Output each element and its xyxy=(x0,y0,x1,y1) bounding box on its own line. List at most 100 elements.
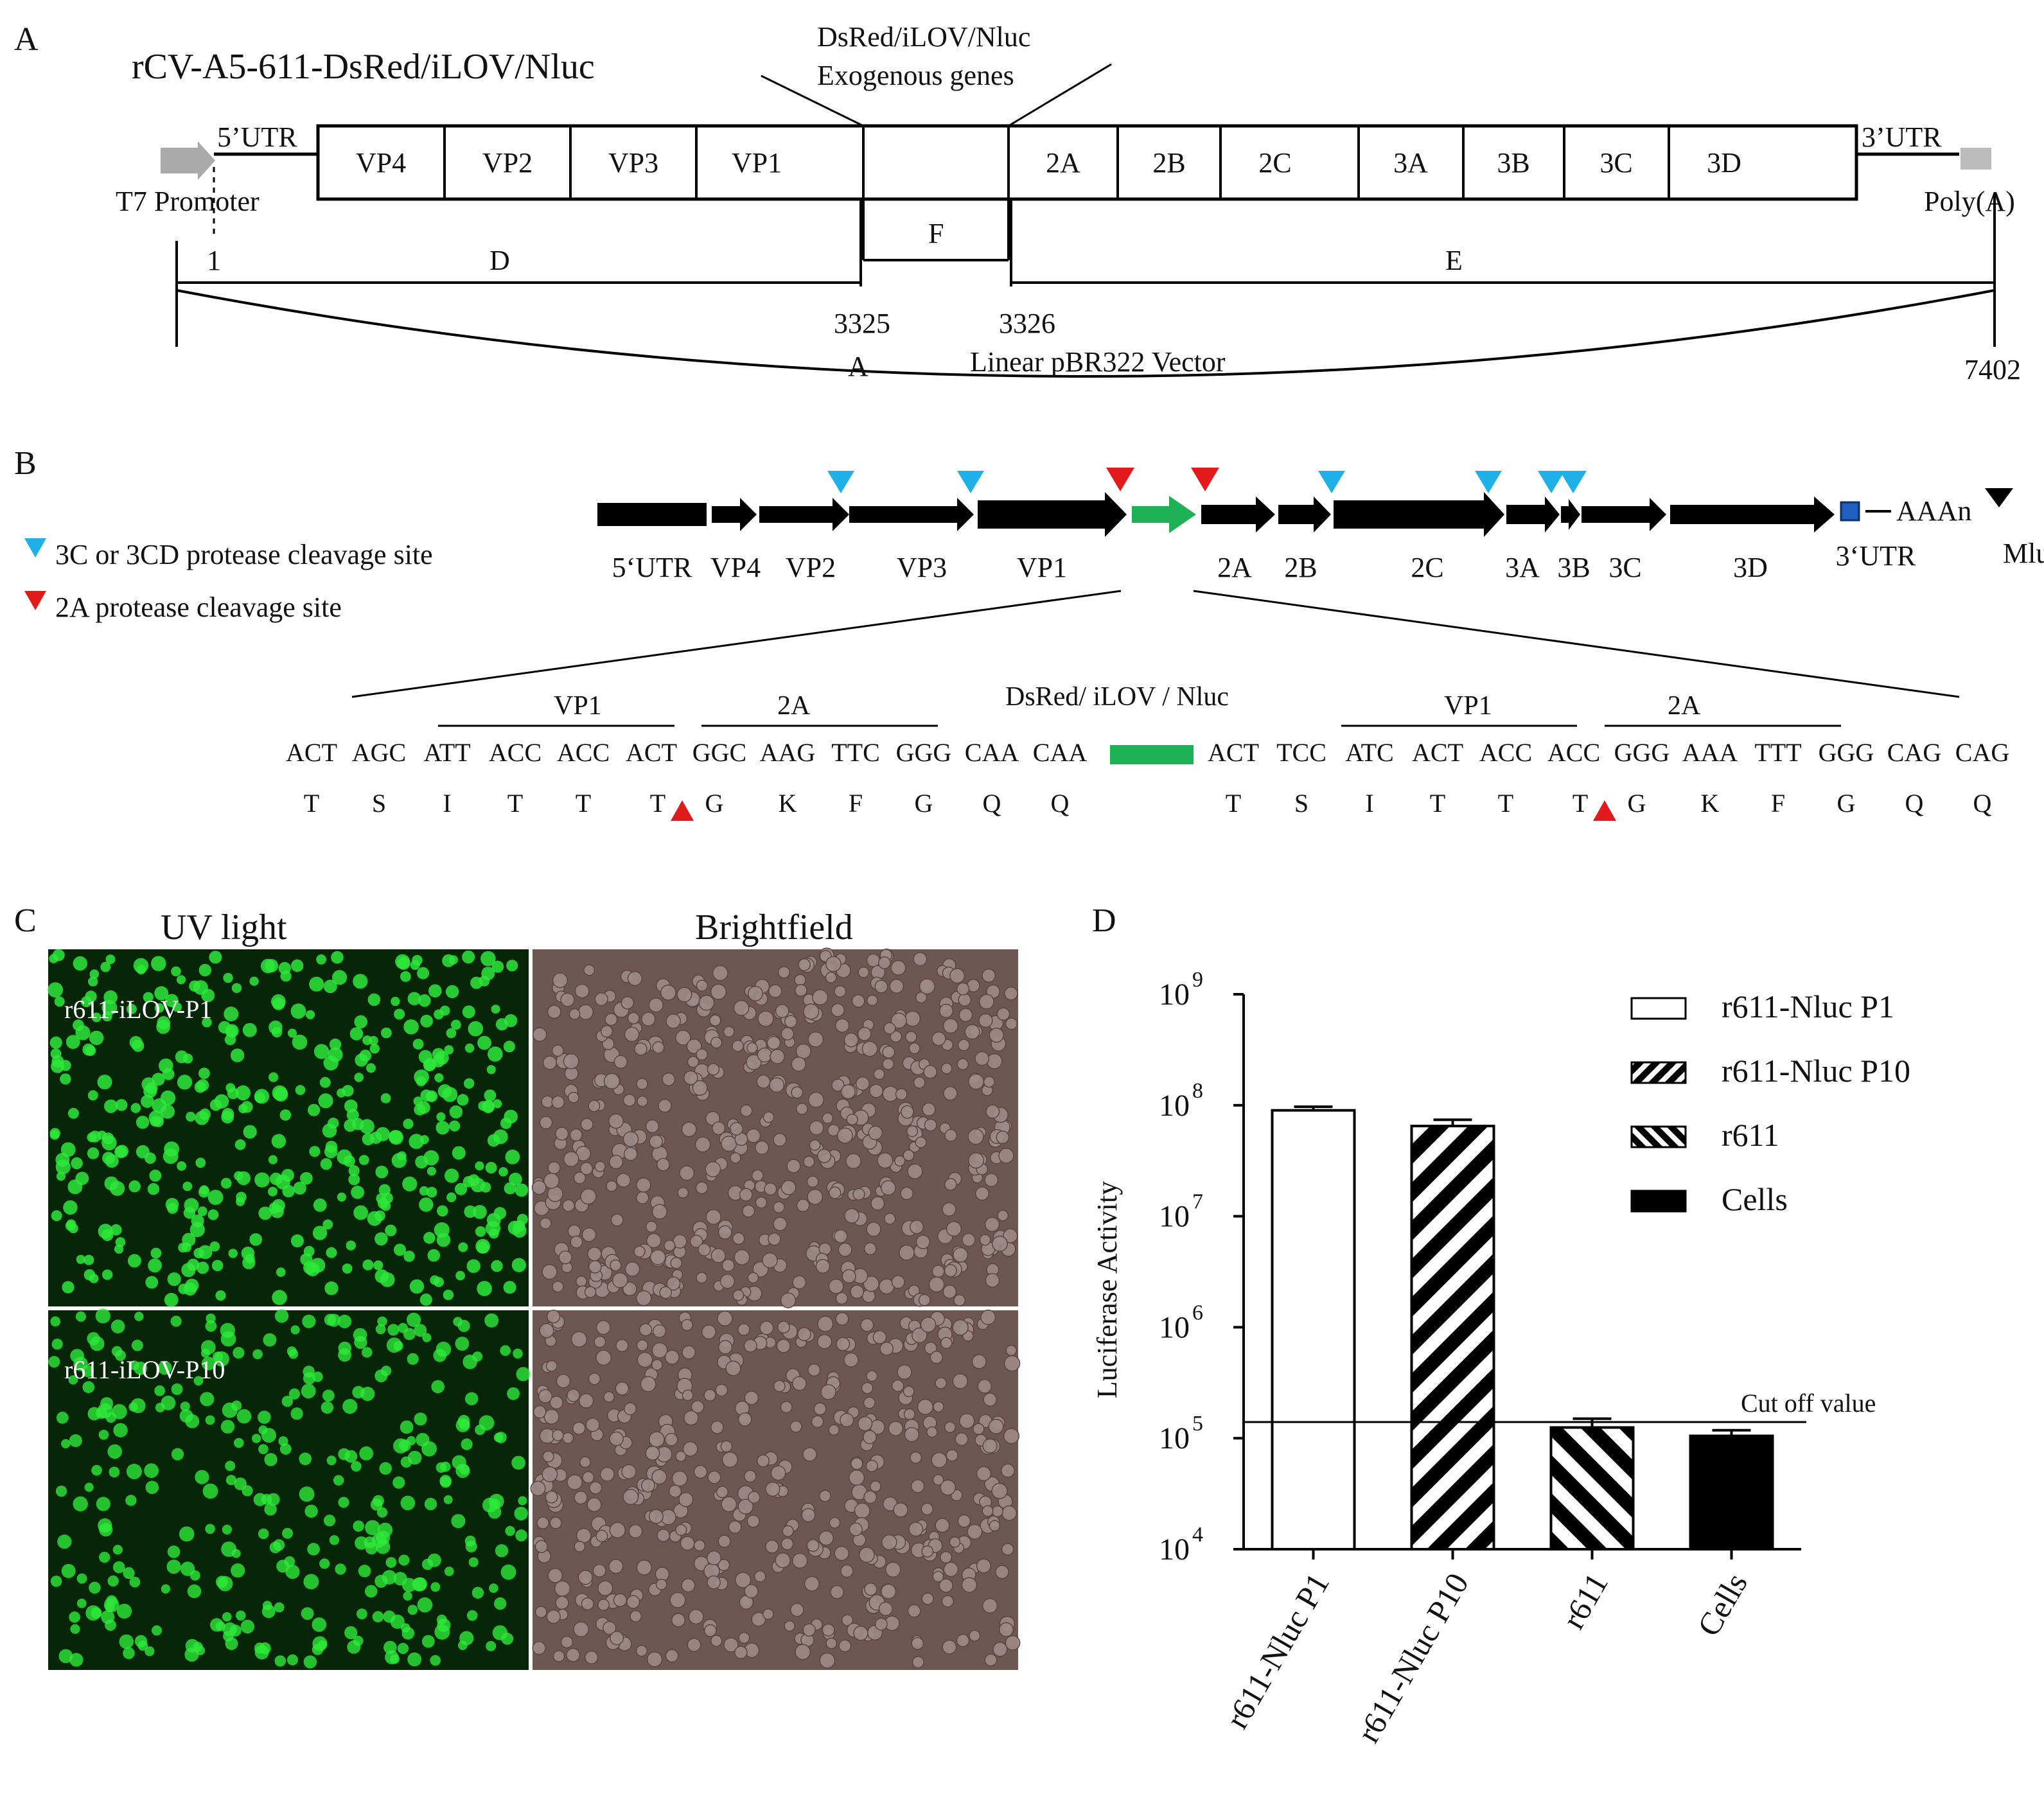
cell xyxy=(536,1516,549,1529)
cell xyxy=(412,1039,424,1050)
seq-vp1-left-label: VP1 xyxy=(554,691,602,721)
cell xyxy=(904,1010,921,1027)
cell xyxy=(903,1385,915,1398)
cell xyxy=(865,1459,878,1473)
cell xyxy=(759,1321,774,1335)
cell xyxy=(574,983,590,999)
cell xyxy=(956,982,970,996)
cell xyxy=(348,1165,360,1177)
amino-acid: I xyxy=(443,789,451,818)
cell xyxy=(431,1380,445,1394)
cell xyxy=(952,1373,969,1389)
cell xyxy=(76,1598,87,1608)
cell xyxy=(141,1094,154,1108)
cell xyxy=(649,1134,664,1149)
cell xyxy=(770,1049,785,1064)
cell xyxy=(475,1226,486,1237)
cell xyxy=(409,1279,425,1294)
codon: ACT xyxy=(626,738,677,767)
cell xyxy=(430,1655,441,1666)
cell xyxy=(182,1181,193,1191)
cell xyxy=(849,1469,865,1486)
cell xyxy=(236,1610,246,1621)
cell xyxy=(107,1575,119,1587)
cell xyxy=(640,1012,656,1027)
cell xyxy=(819,1652,836,1669)
cell xyxy=(49,1128,60,1139)
cell xyxy=(82,1381,95,1393)
cell xyxy=(160,1090,176,1106)
cell xyxy=(178,1242,188,1252)
cell xyxy=(344,1099,358,1113)
cell xyxy=(681,1578,696,1593)
cell xyxy=(322,1123,337,1138)
cell xyxy=(488,1046,503,1062)
cell xyxy=(624,1402,637,1416)
vector-label: Linear pBR322 Vector xyxy=(970,346,1226,378)
cell xyxy=(51,1339,63,1350)
panel-a: A rCV-A5-611-DsRed/iLOV/Nluc DsRed/iLOV/… xyxy=(14,21,2021,385)
cell xyxy=(682,1389,694,1401)
cell xyxy=(899,1244,915,1261)
cell xyxy=(464,1078,475,1089)
amino-acid: S xyxy=(372,789,386,818)
cell xyxy=(253,1493,267,1506)
cell xyxy=(358,1565,371,1577)
cell xyxy=(967,1152,985,1169)
polya-label: Poly(A) xyxy=(1924,186,2015,217)
arrow-2b xyxy=(1278,496,1331,532)
cell xyxy=(982,1505,994,1517)
cell xyxy=(422,1333,432,1342)
cell xyxy=(193,1376,204,1386)
cell xyxy=(444,1045,454,1055)
cell xyxy=(426,1186,437,1198)
cell xyxy=(570,1331,588,1348)
cell xyxy=(648,997,664,1013)
bar xyxy=(1410,1125,1495,1551)
arrow-2a xyxy=(1201,496,1275,532)
cell xyxy=(567,1389,581,1402)
cell xyxy=(834,985,847,998)
cell xyxy=(181,1263,196,1278)
cell xyxy=(112,1545,123,1555)
cell xyxy=(775,1552,791,1568)
cell xyxy=(170,1315,182,1327)
cell xyxy=(354,1015,367,1029)
cell xyxy=(825,1637,838,1649)
b-gene-5utr: 5‘UTR xyxy=(612,552,692,583)
genome-dividers xyxy=(443,126,1670,199)
cell xyxy=(891,1275,905,1289)
legend-swatch xyxy=(1630,1125,1687,1148)
cell xyxy=(626,1595,640,1609)
cell xyxy=(202,1483,218,1499)
cell xyxy=(567,1474,583,1491)
cell xyxy=(113,1423,128,1437)
cell xyxy=(264,1503,277,1516)
cell xyxy=(691,1400,705,1414)
cell xyxy=(68,1223,78,1234)
cell xyxy=(712,965,728,981)
cell xyxy=(806,1175,819,1188)
cell xyxy=(171,1448,184,1461)
cell xyxy=(967,1524,983,1540)
cell xyxy=(878,1601,894,1616)
cell xyxy=(154,986,169,1001)
polya-box xyxy=(1960,148,1991,170)
cell xyxy=(705,1209,722,1225)
cell xyxy=(766,1035,781,1050)
codon: TTC xyxy=(831,738,880,767)
legend-2a-marker xyxy=(24,591,46,610)
cell xyxy=(645,1446,660,1461)
b-gene-3utr: 3‘UTR xyxy=(1836,540,1916,572)
cell xyxy=(744,1470,757,1483)
cell xyxy=(439,1005,450,1016)
cell xyxy=(282,1184,295,1198)
cell xyxy=(921,1592,934,1605)
cell xyxy=(348,1173,360,1186)
b-gene-vp4: VP4 xyxy=(710,552,761,583)
cell xyxy=(271,1134,286,1148)
cell xyxy=(985,1104,1000,1119)
cell xyxy=(236,1171,251,1186)
cell xyxy=(364,1585,378,1598)
cell xyxy=(493,1432,504,1443)
